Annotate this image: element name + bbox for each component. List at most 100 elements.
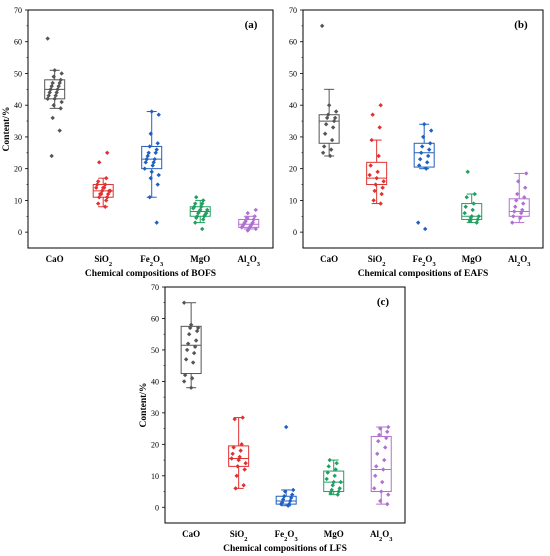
category-text: MgO	[190, 254, 210, 264]
data-point	[321, 144, 327, 149]
y-tick-label: 20	[151, 440, 159, 449]
data-point	[320, 150, 326, 155]
data-point	[464, 195, 469, 200]
data-point	[182, 372, 188, 378]
data-point	[384, 435, 389, 441]
category-subscript: 3	[527, 261, 531, 268]
data-point	[367, 172, 372, 178]
data-point	[467, 218, 472, 224]
category-text: O	[250, 254, 257, 264]
category-text: MgO	[462, 254, 482, 264]
data-point	[93, 185, 99, 190]
data-point	[372, 188, 377, 194]
y-axis-label: Content/%	[139, 383, 149, 428]
category-text: O	[153, 254, 160, 264]
data-point	[191, 350, 197, 356]
data-point	[335, 492, 340, 497]
data-point	[417, 156, 423, 162]
data-point	[377, 125, 382, 130]
box-iqr	[180, 325, 202, 375]
x-tick-label: MgO	[324, 529, 344, 539]
data-point	[156, 172, 161, 178]
box-series-4	[189, 195, 211, 232]
y-tick-label: 60	[289, 38, 297, 47]
data-point	[425, 153, 431, 159]
data-point	[58, 77, 63, 83]
data-point	[462, 210, 467, 216]
data-point	[378, 103, 383, 108]
category-text: Al	[508, 254, 517, 264]
data-point	[334, 461, 339, 466]
category-subscript: 2	[379, 536, 382, 543]
category-subscript: 2	[150, 261, 153, 268]
data-point	[472, 191, 477, 197]
data-point	[147, 144, 152, 149]
x-tick-label: SiO2	[368, 254, 386, 268]
category-text: Fe	[275, 529, 285, 539]
data-point	[374, 464, 379, 469]
y-tick-label: 0	[155, 503, 159, 512]
data-point	[524, 171, 529, 176]
x-tick-label: CaO	[46, 254, 64, 264]
data-point	[100, 185, 106, 190]
box-iqr	[413, 142, 435, 168]
category-text: O	[382, 529, 389, 539]
data-point	[424, 160, 430, 165]
data-point	[184, 347, 190, 353]
data-point	[376, 438, 381, 444]
data-point	[422, 226, 428, 232]
y-tick-label: 20	[289, 165, 297, 174]
data-point	[148, 175, 153, 181]
data-point	[49, 153, 54, 159]
data-point	[376, 153, 381, 159]
data-point	[238, 448, 243, 453]
data-point	[331, 118, 337, 124]
data-point	[147, 195, 152, 200]
y-tick-label: 40	[289, 101, 297, 110]
data-point	[201, 217, 206, 222]
data-point	[324, 476, 329, 482]
x-tick-label: MgO	[190, 254, 210, 264]
data-point	[418, 150, 424, 155]
data-point	[377, 432, 382, 438]
data-point	[518, 215, 523, 221]
data-point	[380, 185, 385, 190]
data-point	[200, 201, 205, 206]
category-text: Al	[237, 254, 246, 264]
box-series-3	[413, 122, 435, 232]
data-point	[370, 112, 375, 117]
data-point	[239, 225, 244, 230]
data-point	[239, 442, 244, 447]
panel-label: (c)	[377, 296, 390, 308]
data-point	[381, 467, 386, 472]
data-point	[325, 470, 330, 475]
data-point	[186, 332, 192, 337]
data-point	[153, 150, 158, 155]
data-point	[465, 169, 470, 175]
box-series-1	[180, 300, 202, 390]
y-tick-label: 10	[151, 472, 159, 481]
chart-panel-2: 0 10 20 30 40 50 60 70 (b) Chemical compositions …	[289, 6, 544, 279]
data-point	[326, 103, 332, 108]
data-point	[386, 424, 391, 430]
y-tick-label: 10	[14, 196, 22, 205]
data-point	[195, 214, 200, 219]
data-point	[234, 473, 239, 478]
data-point	[231, 445, 236, 450]
data-point	[142, 166, 147, 171]
category-text: Fe	[140, 254, 150, 264]
data-point	[232, 416, 237, 422]
data-point	[416, 163, 422, 168]
data-point	[45, 36, 50, 41]
y-tick-label: 60	[151, 314, 159, 323]
y-tick-label: 0	[18, 228, 22, 237]
data-point	[52, 68, 57, 73]
box-series-2	[366, 103, 388, 206]
data-point	[324, 115, 330, 121]
box-series-1	[44, 36, 66, 159]
data-point	[290, 487, 296, 493]
data-point	[235, 464, 240, 469]
category-subscript: 3	[294, 536, 298, 543]
data-point	[511, 214, 516, 219]
box-series-5	[508, 171, 530, 225]
